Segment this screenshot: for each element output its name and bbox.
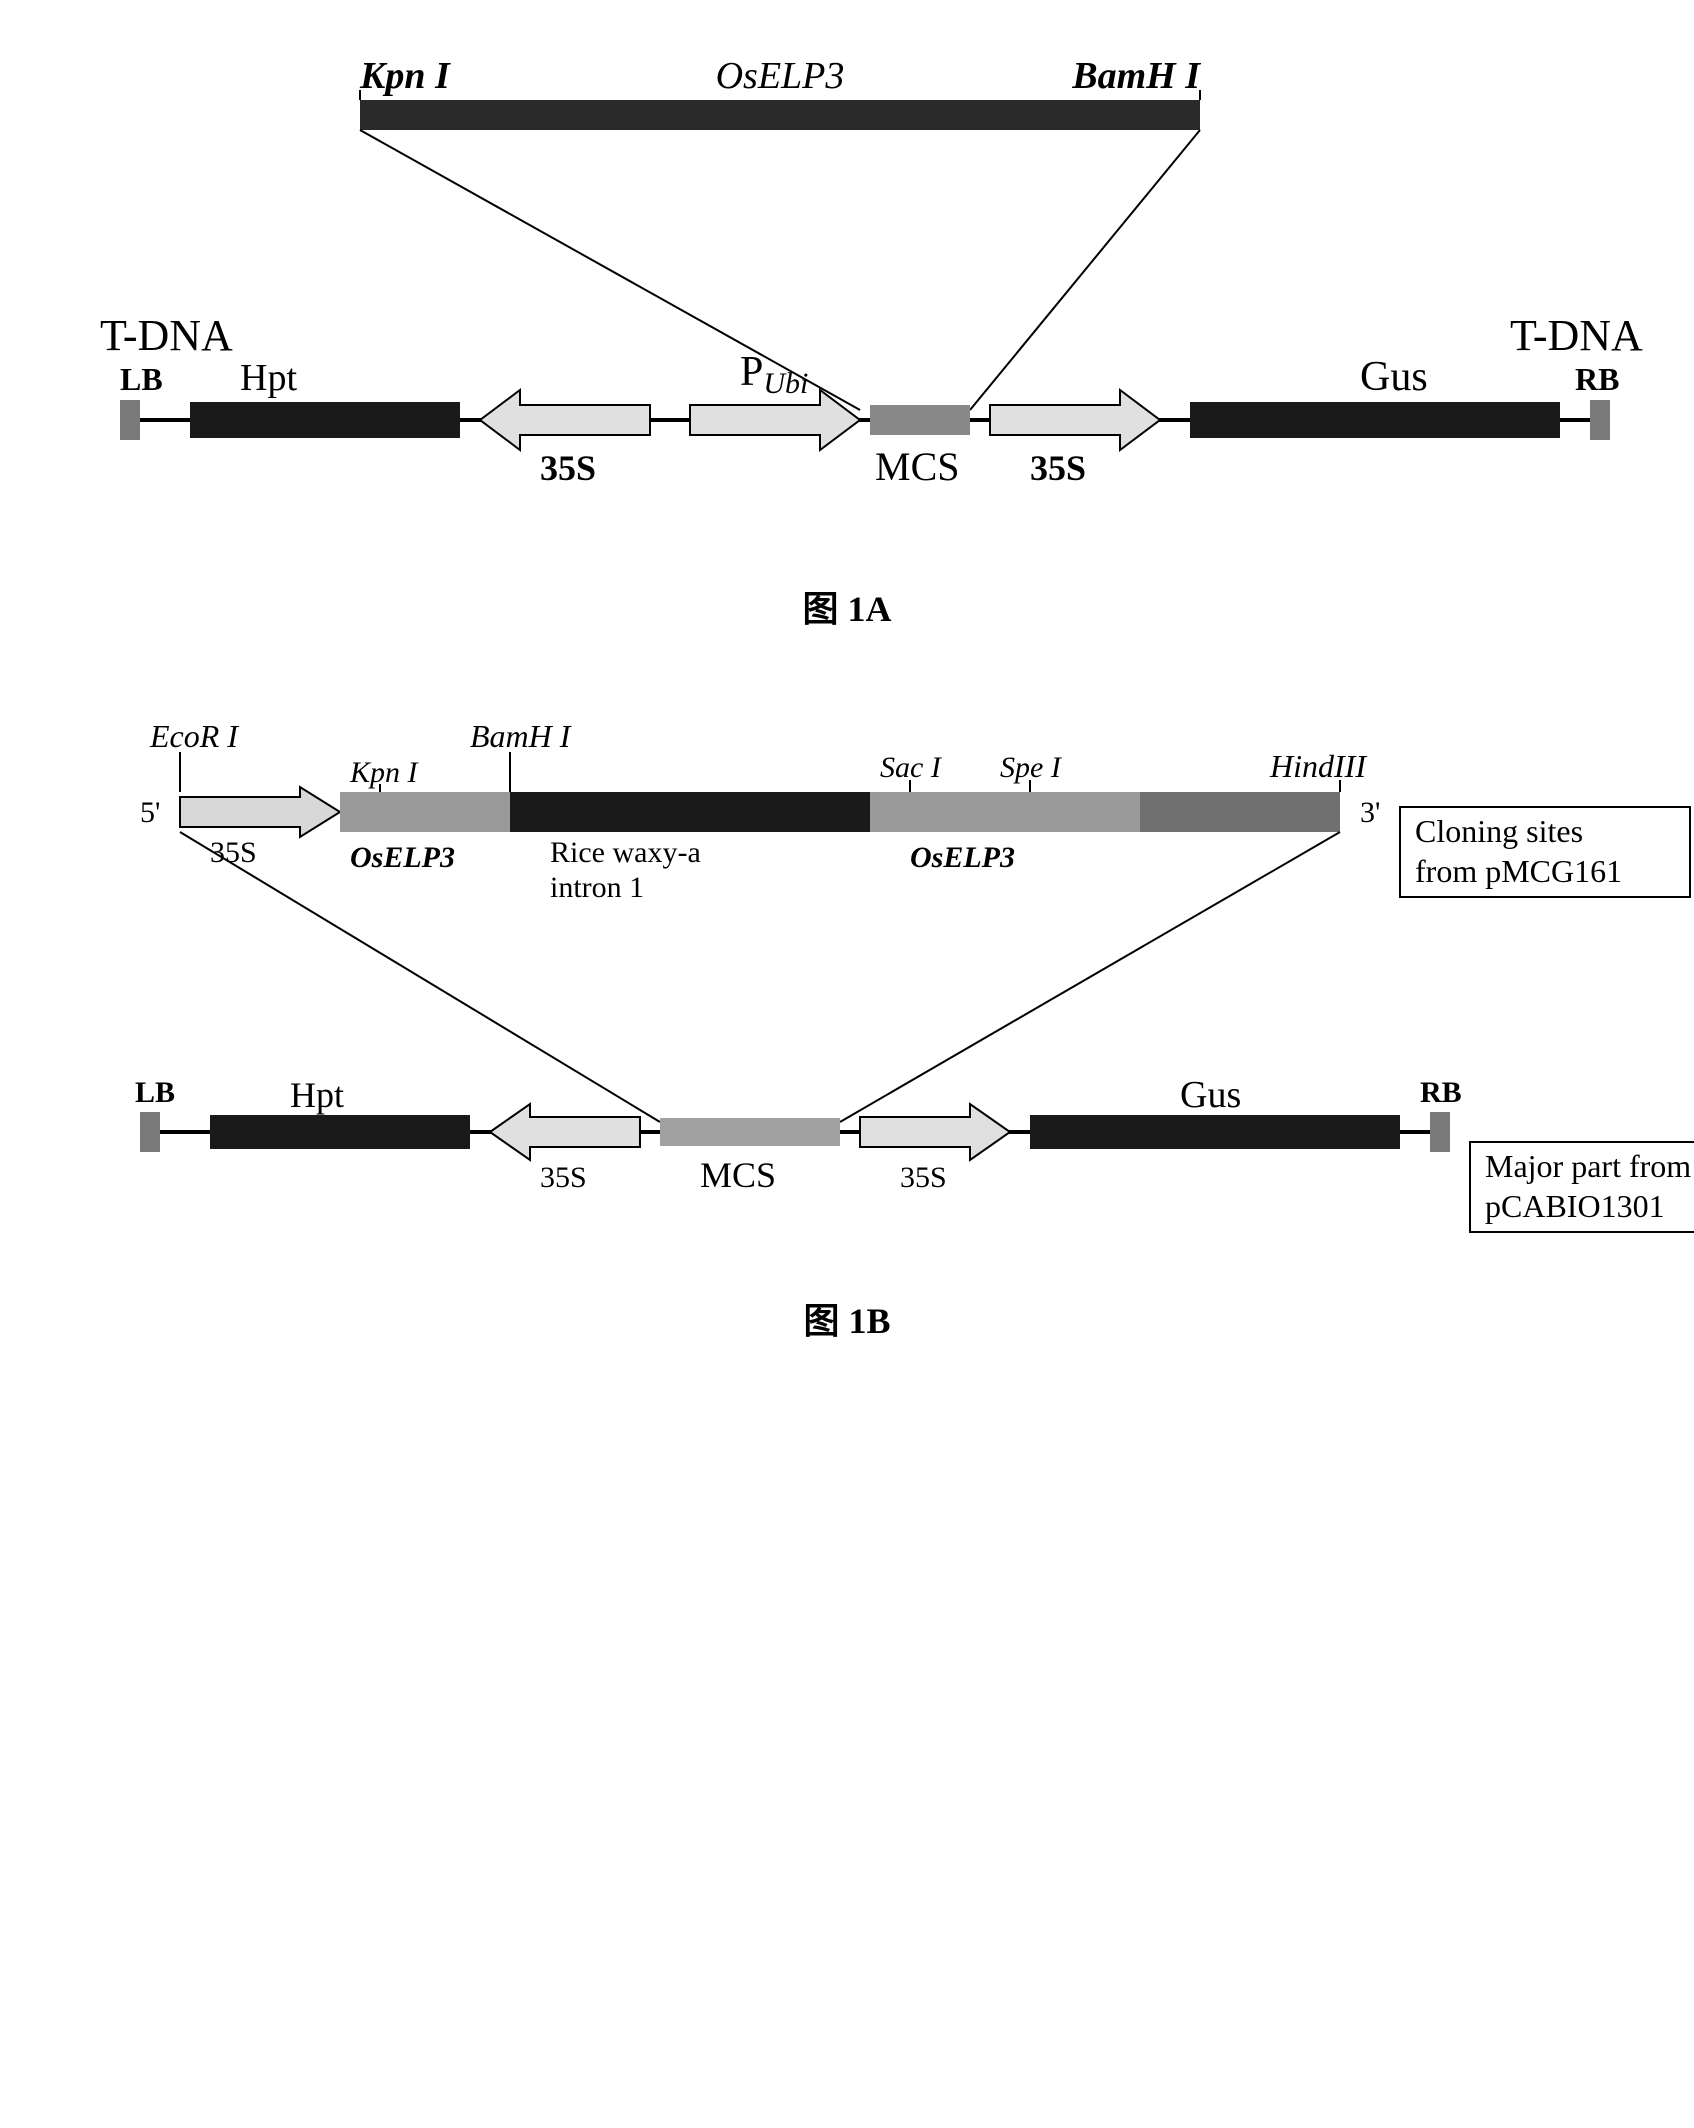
kpn-label: Kpn I xyxy=(359,55,451,97)
lb-block xyxy=(120,400,140,440)
mcs-label: MCS xyxy=(875,444,960,489)
p35s-left-arrow xyxy=(480,390,650,450)
three-prime: 3' xyxy=(1360,796,1380,829)
p35s-insert-arrow xyxy=(180,787,340,837)
hind-label: HindIII xyxy=(1269,748,1367,784)
intron-label-2: intron 1 xyxy=(550,871,644,904)
intron-label-1: Rice waxy-a xyxy=(550,836,701,869)
figure-1a-caption: 图 1A xyxy=(40,580,1654,632)
diagram-1b: EcoR I Kpn I BamH I Sac I Spe I HindIII … xyxy=(40,712,1694,1272)
bamh-label: BamH I xyxy=(1071,55,1201,97)
hpt-box xyxy=(190,402,460,438)
p35s-right-arrow-b xyxy=(860,1104,1010,1160)
mcs-box xyxy=(870,405,970,435)
hpt-box-b xyxy=(210,1115,470,1149)
bamh-label-b: BamH I xyxy=(470,718,572,754)
figure-1b-caption: 图 1B xyxy=(40,1292,1654,1344)
p35s-right-label: 35S xyxy=(1030,448,1086,488)
cloning-sites-line2: from pMCG161 xyxy=(1415,853,1622,889)
spe-label: Spe I xyxy=(1000,751,1063,784)
gus-box-b xyxy=(1030,1115,1400,1149)
oselp3-a-box xyxy=(340,792,510,832)
mcs-box-b xyxy=(660,1118,840,1146)
sac-label: Sac I xyxy=(880,751,943,784)
diagram-1a: Kpn I OsELP3 BamH I T-DNA T-DNA LB RB Hp… xyxy=(40,40,1660,560)
hpt-label-b: Hpt xyxy=(290,1075,344,1115)
lb-block-b xyxy=(140,1112,160,1152)
ecor-label: EcoR I xyxy=(149,718,239,754)
mcs-label-b: MCS xyxy=(700,1155,776,1195)
oselp3-b-box xyxy=(870,792,1140,832)
gus-label-b: Gus xyxy=(1180,1074,1241,1116)
p35s-left-arrow-b xyxy=(490,1104,640,1160)
cone-right-b xyxy=(840,832,1340,1122)
p35s-right-arrow xyxy=(990,390,1160,450)
cloning-sites-line1: Cloning sites xyxy=(1415,813,1583,849)
oselp3-b-label: OsELP3 xyxy=(910,841,1015,874)
p35s-right-label-b: 35S xyxy=(900,1161,947,1194)
p35s-left-label: 35S xyxy=(540,448,596,488)
gus-box xyxy=(1190,402,1560,438)
rb-label-b: RB xyxy=(1420,1076,1462,1109)
oselp3-label: OsELP3 xyxy=(716,55,845,97)
rb-block-b xyxy=(1430,1112,1450,1152)
oselp3-a-label: OsELP3 xyxy=(350,841,455,874)
rb-block xyxy=(1590,400,1610,440)
lb-label: LB xyxy=(120,361,163,397)
tail-box xyxy=(1140,792,1340,832)
kpn-label-b: Kpn I xyxy=(349,756,420,789)
figure-1b: EcoR I Kpn I BamH I Sac I Spe I HindIII … xyxy=(40,712,1654,1344)
lb-label-b: LB xyxy=(135,1076,175,1109)
five-prime: 5' xyxy=(140,796,160,829)
tdna-left-label: T-DNA xyxy=(100,311,233,360)
insert-bar xyxy=(360,100,1200,130)
rb-label: RB xyxy=(1575,361,1619,397)
intron-box xyxy=(510,792,870,832)
cone-right xyxy=(970,130,1200,410)
p35s-left-label-b: 35S xyxy=(540,1161,587,1194)
pubi-label: PUbi xyxy=(740,349,808,400)
major-part-line1: Major part from xyxy=(1485,1148,1691,1184)
gus-label: Gus xyxy=(1360,354,1428,400)
major-part-line2: pCABIO1301 xyxy=(1485,1188,1665,1224)
hpt-label: Hpt xyxy=(240,357,297,399)
figure-1a: Kpn I OsELP3 BamH I T-DNA T-DNA LB RB Hp… xyxy=(40,40,1654,632)
tdna-right-label: T-DNA xyxy=(1510,311,1643,360)
